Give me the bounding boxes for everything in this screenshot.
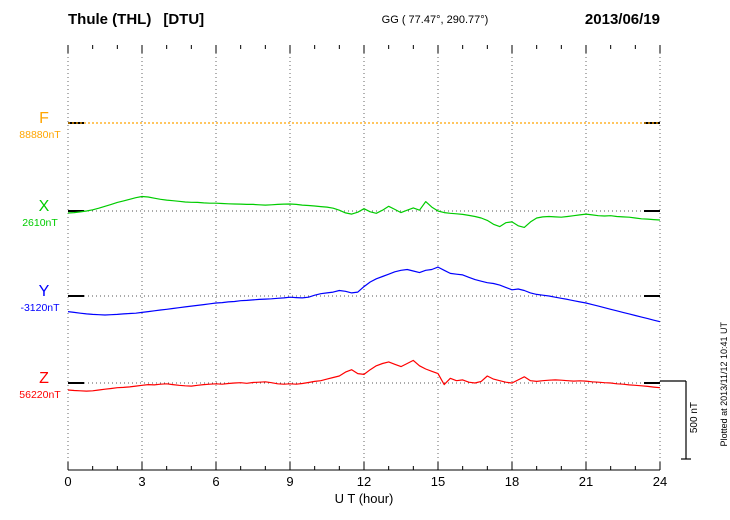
trace-Z <box>67 359 661 392</box>
series-label-F: F <box>39 110 49 127</box>
x-tick-label-3: 3 <box>138 474 146 489</box>
x-tick-label-15: 15 <box>430 474 446 489</box>
x-tick-label-0: 0 <box>64 474 72 489</box>
axes <box>67 45 661 471</box>
station-title: Thule (THL) [DTU] <box>68 11 204 28</box>
x-tick-label-21: 21 <box>578 474 594 489</box>
gridlines <box>67 45 661 470</box>
x-axis-tick-labels: 0 3 6 9 12 15 18 21 24 <box>0 474 730 490</box>
x-axis-label: U T (hour) <box>334 491 394 506</box>
station-name: Thule (THL) <box>68 11 152 28</box>
geographic-coords: GG ( 77.47°, 290.77°) <box>381 14 489 26</box>
series-label-Z: Z <box>39 370 49 387</box>
series-baseline-value-Z: 56220nT <box>19 389 61 401</box>
x-tick-label-6: 6 <box>212 474 220 489</box>
scale-bar <box>660 380 691 460</box>
series-label-X: X <box>38 198 50 215</box>
x-tick-label-12: 12 <box>356 474 372 489</box>
plot-date: 2013/06/19 <box>584 11 660 28</box>
x-tick-label-9: 9 <box>286 474 294 489</box>
trace-X <box>67 195 661 228</box>
x-tick-label-18: 18 <box>504 474 520 489</box>
institute-name: [DTU] <box>163 11 205 28</box>
series-baseline-value-F: 88880nT <box>19 129 61 141</box>
series-label-Y: Y <box>38 283 50 300</box>
plotted-at-note: Plotted at 2013/11/12 10:41 UT <box>719 322 729 447</box>
scale-bar-label: 500 nT <box>689 402 700 434</box>
series-baseline-value-X: 2610nT <box>22 217 58 229</box>
trace-Y <box>67 266 661 323</box>
series-baseline-value-Y: -3120nT <box>20 302 60 314</box>
x-tick-label-24: 24 <box>652 474 668 489</box>
